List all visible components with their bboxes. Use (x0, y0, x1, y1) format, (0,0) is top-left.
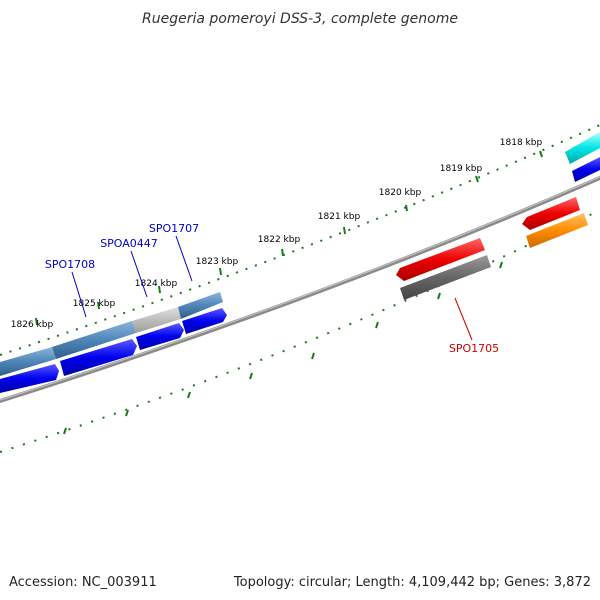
cds-block-gray (132, 307, 181, 333)
cds-arrow-blue (136, 323, 184, 350)
gene-label-spo1705: SPO1705 (449, 342, 499, 355)
cds-arrow-blue (182, 308, 227, 334)
cds-arrow-red (396, 238, 485, 281)
leader-spo1707 (175, 235, 193, 282)
reverse-arrows (396, 197, 588, 300)
genome-backbone (0, 176, 600, 403)
cds-block-steel (0, 347, 56, 376)
tick-label: 1819 kbp (440, 164, 483, 174)
cds-arrow-orange (526, 213, 588, 248)
genome-backbone-highlight (0, 176, 600, 401)
tick-label: 1824 kbp (135, 279, 178, 289)
tick-label: 1822 kbp (258, 235, 301, 245)
leader-spo1705 (454, 297, 473, 341)
tick-label: 1826 kbp (11, 320, 54, 330)
tick-label: 1825 kbp (73, 299, 116, 309)
tick-label: 1823 kbp (196, 257, 239, 267)
gene-label-spo1708: SPO1708 (45, 258, 95, 271)
cds-block-dark-gray (400, 255, 491, 300)
label-leaders (71, 235, 473, 341)
tick-label: 1820 kbp (379, 188, 422, 198)
gene-label-spoa0447: SPOA0447 (100, 237, 158, 250)
forward-arrows (0, 157, 600, 393)
map-title: Ruegeria pomeroyi DSS-3, complete genome (142, 11, 458, 27)
gene-label-spo1707: SPO1707 (149, 222, 199, 235)
summary-text: Topology: circular; Length: 4,109,442 bp… (233, 575, 591, 590)
cds-arrow-blue (0, 364, 59, 393)
cds-block-steel (52, 321, 136, 359)
inner-major-ticks (63, 261, 503, 435)
cds-arrow-red (522, 197, 580, 230)
cds-arrow-blue (60, 339, 137, 376)
inner-tick-ring (0, 209, 600, 453)
leader-spoa0447 (130, 250, 148, 298)
kbp-labels: 1818 kbp 1819 kbp 1820 kbp 1821 kbp 1822… (11, 138, 543, 330)
accession-text: Accession: NC_003911 (9, 575, 157, 590)
leader-spo1708 (71, 271, 87, 318)
tick-label: 1818 kbp (500, 138, 543, 148)
tick-label: 1821 kbp (318, 212, 361, 222)
gene-labels: SPO1707 SPOA0447 SPO1708 SPO1705 (45, 222, 499, 355)
cds-block-steel (178, 292, 223, 319)
cds-arrow-blue (572, 157, 600, 182)
outer-major-ticks (35, 150, 543, 326)
cds-block-cyan (565, 132, 600, 164)
forward-features (0, 132, 600, 376)
